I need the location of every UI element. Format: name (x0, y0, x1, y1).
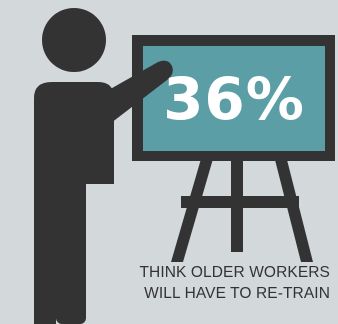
easel-board-icon (132, 35, 335, 161)
person-pointing-icon (34, 8, 173, 324)
caption: THINK OLDER WORKERS WILL HAVE TO RE-TRAI… (90, 262, 330, 304)
easel-legs-icon (171, 152, 313, 262)
caption-line-1: THINK OLDER WORKERS (139, 264, 330, 281)
caption-line-2: WILL HAVE TO RE-TRAIN (144, 285, 330, 302)
stat-value: 36% (163, 65, 305, 133)
